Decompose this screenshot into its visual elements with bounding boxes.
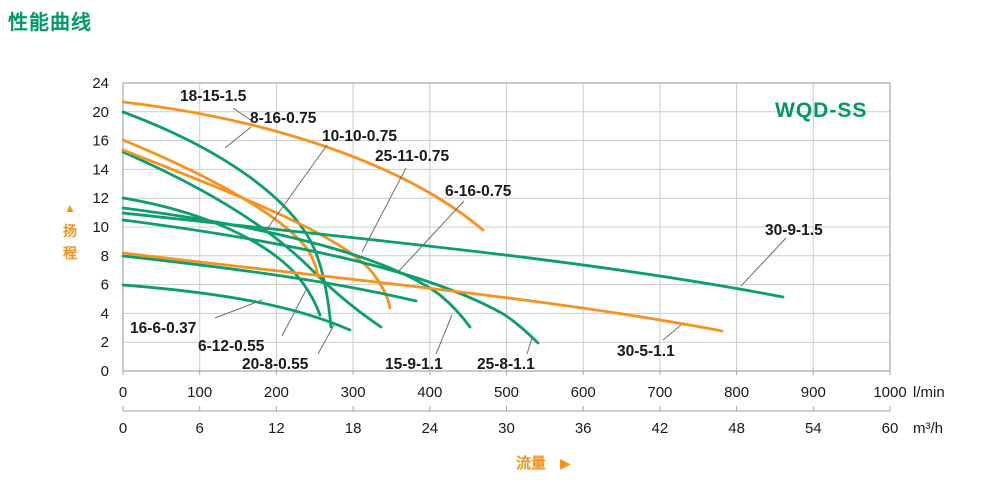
x2-tick-label-36: 36 (575, 420, 592, 437)
series-family-label: WQD-SS (775, 99, 867, 122)
curve-label-8-16-0.75: 8-16-0.75 (250, 110, 317, 127)
y-tick-label-2: 2 (101, 334, 109, 351)
page-title: 性能曲线 (8, 12, 92, 34)
head-axis-arrow-icon: ▲ (64, 201, 76, 215)
y-tick-label-8: 8 (101, 248, 109, 265)
curve-18-15-1.5 (121, 100, 485, 232)
y-tick-label-14: 14 (92, 161, 109, 178)
curve-20-8-0.55 (121, 254, 418, 303)
x1-tick-label-800: 800 (724, 384, 749, 401)
x1-tick-label-400: 400 (417, 384, 442, 401)
leader-line-25-8-1.1 (526, 337, 533, 355)
curve-6-16-0.75 (121, 138, 320, 279)
x1-tick-label-1000: 1000 (873, 384, 906, 401)
leader-line-15-9-1.1 (435, 314, 453, 355)
leader-line-10-10-0.75 (266, 144, 328, 230)
leader-line-30-5-1.1 (662, 324, 682, 341)
x2-tick-label-54: 54 (805, 420, 822, 437)
x1-tick-label-0: 0 (119, 384, 127, 401)
flow-axis-label: 流量 (516, 454, 546, 472)
curve-30-5-1.1 (121, 251, 724, 333)
x2-tick-label-30: 30 (498, 420, 515, 437)
y-tick-label-24: 24 (92, 75, 109, 92)
flow-axis-arrow-icon: ▶ (560, 455, 571, 471)
curve-label-18-15-1.5: 18-15-1.5 (180, 88, 247, 105)
unit-m3h: m³/h (913, 420, 943, 437)
x2-tick-label-24: 24 (421, 420, 438, 437)
leader-line-16-6-0.37 (214, 299, 263, 319)
leader-line-8-16-0.75 (224, 126, 252, 149)
leader-line-6-16-0.75 (397, 200, 465, 273)
x2-tick-label-48: 48 (728, 420, 745, 437)
curve-label-6-12-0.55: 6-12-0.55 (198, 338, 265, 355)
x2-tick-label-18: 18 (345, 420, 362, 437)
x2-tick-label-12: 12 (268, 420, 285, 437)
curve-label-25-11-0.75: 25-11-0.75 (375, 148, 449, 165)
curve-10-10-0.75 (121, 150, 383, 329)
leader-line-25-11-0.75 (361, 167, 407, 253)
curve-label-15-9-1.1: 15-9-1.1 (385, 356, 443, 373)
curve-label-20-8-0.55: 20-8-0.55 (242, 356, 309, 373)
x1-tick-label-100: 100 (187, 384, 212, 401)
y-tick-label-20: 20 (92, 104, 109, 121)
curve-8-16-0.75 (121, 110, 333, 329)
curve-label-25-8-1.1: 25-8-1.1 (477, 356, 535, 373)
curve-25-11-0.75 (121, 148, 392, 310)
y-tick-label-4: 4 (101, 305, 109, 322)
curve-label-30-5-1.1: 30-5-1.1 (617, 343, 675, 360)
curve-label-16-6-0.37: 16-6-0.37 (130, 320, 196, 337)
y-tick-label-16: 16 (92, 133, 109, 150)
leader-line-20-8-0.55 (317, 324, 335, 355)
curve-label-10-10-0.75: 10-10-0.75 (322, 128, 397, 145)
x2-tick-label-0: 0 (119, 420, 127, 437)
y-tick-label-10: 10 (92, 219, 109, 236)
leader-line-6-12-0.55 (281, 289, 307, 337)
x1-tick-label-700: 700 (647, 384, 672, 401)
curve-6-12-0.55 (121, 196, 322, 317)
head-axis-label: 扬 (63, 223, 77, 239)
x1-tick-label-200: 200 (264, 384, 289, 401)
leader-line-30-9-1.5 (740, 237, 787, 287)
y-tick-label-0: 0 (101, 363, 109, 380)
y-tick-label-6: 6 (101, 277, 109, 294)
x2-tick-label-6: 6 (196, 420, 204, 437)
leader-line-18-15-1.5 (232, 107, 253, 122)
y-tick-label-12: 12 (92, 190, 109, 207)
x1-tick-label-300: 300 (341, 384, 366, 401)
curve-16-6-0.37 (121, 283, 352, 332)
x1-tick-label-900: 900 (801, 384, 826, 401)
x1-tick-label-600: 600 (571, 384, 596, 401)
head-axis-label: 程 (63, 245, 77, 261)
x2-tick-label-60: 60 (882, 420, 899, 437)
x2-tick-label-42: 42 (652, 420, 669, 437)
curve-25-8-1.1 (121, 218, 540, 345)
curve-label-6-16-0.75: 6-16-0.75 (445, 183, 512, 200)
curve-label-30-9-1.5: 30-9-1.5 (765, 222, 823, 239)
x1-tick-label-500: 500 (494, 384, 519, 401)
unit-lmin: l/min (913, 384, 945, 401)
